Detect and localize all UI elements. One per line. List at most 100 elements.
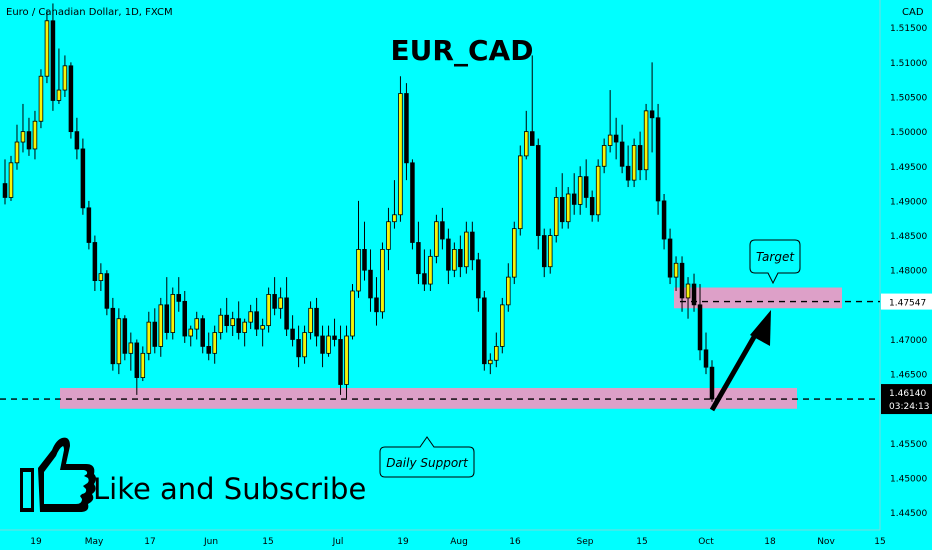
price-axis: 1.51500 1.51000 1.50500 1.50000 1.49500 1.490… [881,24,932,519]
target-price-label: 1.47547 [889,299,926,309]
candle-up [62,65,68,91]
candle-down [134,342,140,378]
candle-up [158,304,164,347]
candle-up [344,335,349,385]
support-callout: Daily Support [379,436,475,478]
y-tick-label: 1.49500 [890,163,927,173]
candle-up [116,318,122,365]
candle-up [308,307,313,333]
candle-down [625,165,631,181]
candle-up [464,231,469,268]
candle-down [92,242,98,281]
candle-up [494,346,499,361]
x-tick-label: 16 [509,537,521,547]
candle-up [44,20,50,77]
candle-up [350,290,355,337]
candle-down [314,307,319,337]
y-tick-label: 1.46500 [890,371,927,381]
candle-down [164,304,170,333]
x-tick-label: Jun [203,537,218,547]
candle-up [500,304,505,347]
candle-down [284,297,289,330]
currency-label: CAD [902,7,924,18]
candle-up [685,283,691,299]
candle-down [104,273,110,309]
candle-up [553,197,559,236]
candle-up [170,294,176,333]
x-tick-label: May [85,537,104,547]
candle-layer [2,3,715,402]
candle-down [80,148,86,209]
candle-up [631,145,637,181]
x-tick-label: 15 [636,537,647,547]
candle-down [332,335,337,340]
candle-up [643,110,649,171]
candle-down [679,262,685,299]
candle-down [404,93,409,164]
candle-down [206,346,211,354]
candle-down [416,242,421,275]
candle-down [362,249,367,271]
candle-down [535,145,541,236]
candle-down [2,183,8,198]
y-tick-label: 1.48500 [890,232,927,242]
x-tick-label: 18 [764,537,776,547]
candle-down [649,110,655,119]
candle-up [386,221,391,250]
candle-down [224,314,229,327]
candle-up [398,93,403,216]
y-tick-label: 1.50000 [890,128,927,138]
candle-down [320,335,325,354]
grid-layer [0,0,881,531]
candle-up [266,294,271,327]
zone-layer [60,287,842,409]
candle-down [74,131,80,150]
candle-down [236,318,241,333]
candle-down [655,117,661,202]
arrow-up-right-icon [709,310,771,412]
candle-down [410,162,415,243]
x-tick-label: Oct [698,537,714,547]
candle-up [356,249,361,292]
line-layer [0,300,880,400]
candle-up [32,120,38,150]
candle-up [128,342,134,354]
y-tick-label: 1.49000 [890,197,927,207]
candle-down [476,259,481,299]
x-tick-label: 17 [144,537,155,547]
candle-up [392,214,397,223]
chart-title: EUR_CAD [391,34,534,67]
candle-down [637,145,643,171]
candle-up [14,141,20,164]
candle-down [182,300,188,337]
candle-down [254,311,259,330]
x-tick-label: Nov [817,537,835,547]
candle-down [709,366,715,400]
candle-down [703,349,709,368]
x-tick-label: 19 [397,537,409,547]
candle-down [176,294,182,302]
candle-up [565,193,571,223]
y-tick-label: 1.44500 [890,509,927,519]
y-tick-label: 1.51000 [890,59,927,69]
candle-up [380,249,385,313]
candle-down [446,238,451,271]
countdown-label: 03:24:13 [889,402,929,412]
y-tick-label: 1.48000 [890,267,927,277]
x-tick-label: 15 [874,537,885,547]
candle-down [272,294,277,309]
candle-down [68,65,74,133]
candle-up [38,75,44,122]
candle-up [673,262,679,278]
x-tick-label: Aug [450,537,468,547]
candle-up [452,249,457,271]
candle-down [338,339,343,385]
candle-down [422,273,427,285]
candle-up [140,352,146,378]
candle-down [691,283,697,306]
candle-up [595,165,601,216]
candle-up [260,325,265,330]
candle-down [458,249,463,268]
